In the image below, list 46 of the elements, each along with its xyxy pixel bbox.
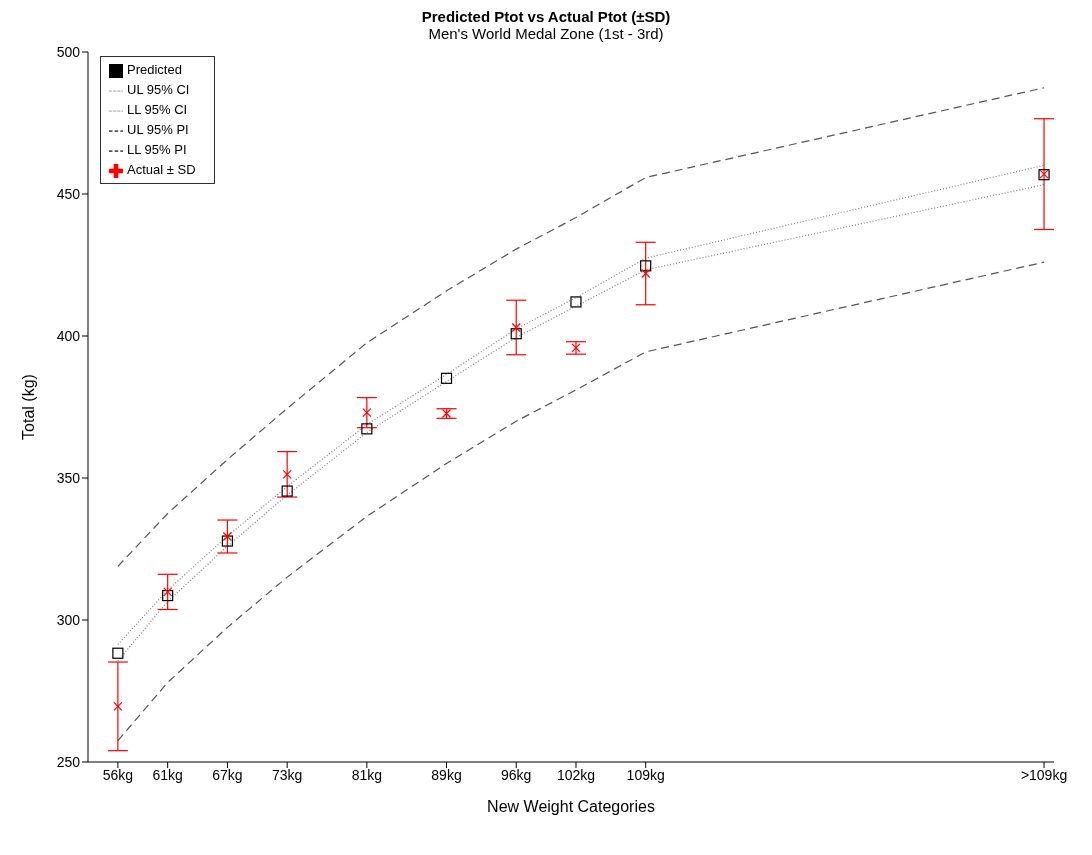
- point: [221, 535, 234, 547]
- point: [641, 268, 651, 279]
- legend-label: UL 95% CI: [127, 82, 190, 97]
- point: [440, 372, 453, 384]
- point: [571, 343, 581, 353]
- point: [112, 647, 124, 659]
- y-tick-label: 400: [56, 327, 81, 344]
- x-tick-label: 89kg: [431, 766, 462, 783]
- x-tick-label: 109kg: [626, 766, 665, 783]
- point: [113, 701, 123, 711]
- legend-label: Predicted: [127, 62, 182, 77]
- y-tick-label: 250: [56, 753, 81, 770]
- legend-label: Actual ± SD: [127, 162, 196, 177]
- point: [570, 296, 582, 308]
- chart-subtitle: Men's World Medal Zone (1st - 3rd): [427, 25, 665, 42]
- legend-label: UL 95% PI: [127, 122, 189, 137]
- legend-label: LL 95% CI: [127, 102, 188, 117]
- point: [282, 469, 292, 479]
- point: [362, 408, 372, 418]
- y-tick-label: 500: [56, 43, 81, 60]
- legend-label: LL 95% PI: [127, 142, 187, 157]
- point: [361, 423, 373, 435]
- x-tick-label: 61kg: [152, 766, 183, 783]
- chart-title: Predicted Ptot vs Actual Ptot (±SD): [420, 8, 672, 25]
- x-tick-label: 56kg: [102, 766, 134, 783]
- y-axis-title: Total (kg): [19, 374, 37, 440]
- point: [222, 531, 233, 542]
- point: [281, 485, 293, 497]
- x-tick-label: 81kg: [351, 766, 383, 783]
- point: [441, 408, 452, 419]
- point: [511, 322, 521, 333]
- line-series: [117, 261, 1045, 742]
- x-tick-label: 73kg: [272, 766, 303, 783]
- y-tick-label: 350: [56, 469, 81, 486]
- x-axis-title: New Weight Categories: [487, 798, 655, 815]
- line-series: [117, 87, 1045, 567]
- y-tick-label: 450: [56, 185, 81, 202]
- x-tick-label: 102kg: [556, 766, 596, 783]
- point: [640, 260, 652, 272]
- x-tick-label: >109kg: [1020, 766, 1068, 783]
- y-tick-label: 300: [56, 611, 81, 628]
- x-tick-label: 96kg: [501, 766, 532, 783]
- point: [163, 587, 173, 597]
- x-tick-label: 67kg: [212, 766, 243, 783]
- point: [510, 328, 522, 340]
- point: [162, 589, 174, 602]
